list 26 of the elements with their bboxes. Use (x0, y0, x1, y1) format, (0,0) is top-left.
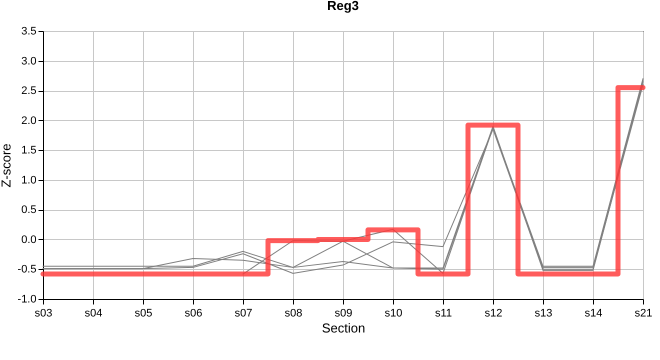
y-tick-label: 2.5 (21, 85, 36, 98)
x-tick-label: s09 (334, 308, 352, 320)
x-tick-label: s21 (634, 308, 652, 320)
x-tick-label: s10 (384, 308, 402, 320)
y-axis-title: Z-score (0, 143, 14, 188)
x-axis-title: Section (322, 320, 366, 336)
x-tick-label: s13 (534, 308, 552, 320)
y-tick-label: 1.0 (21, 174, 36, 186)
x-tick-label: s12 (484, 308, 502, 320)
y-tick-label: -0.5 (18, 264, 36, 276)
x-tick-label: s07 (234, 308, 252, 320)
x-tick-label: s08 (284, 308, 302, 320)
x-tick-label: s11 (435, 308, 452, 320)
x-tick-label: s06 (184, 308, 202, 320)
y-tick-label: 0.5 (21, 204, 36, 216)
chart-title: Reg3 (327, 0, 359, 13)
x-tick-label: s04 (84, 308, 102, 320)
x-tick-label: s05 (134, 308, 152, 320)
x-tick-label: s03 (34, 308, 52, 320)
y-tick-label: 0.0 (21, 234, 36, 246)
x-tick-label: s14 (584, 308, 602, 320)
y-tick-label: 3.5 (21, 26, 36, 38)
y-tick-label: 1.5 (21, 144, 36, 157)
y-tick-label: -1.0 (18, 294, 36, 306)
y-tick-label: 3.0 (21, 55, 36, 68)
y-tick-label: 2.0 (21, 114, 36, 127)
